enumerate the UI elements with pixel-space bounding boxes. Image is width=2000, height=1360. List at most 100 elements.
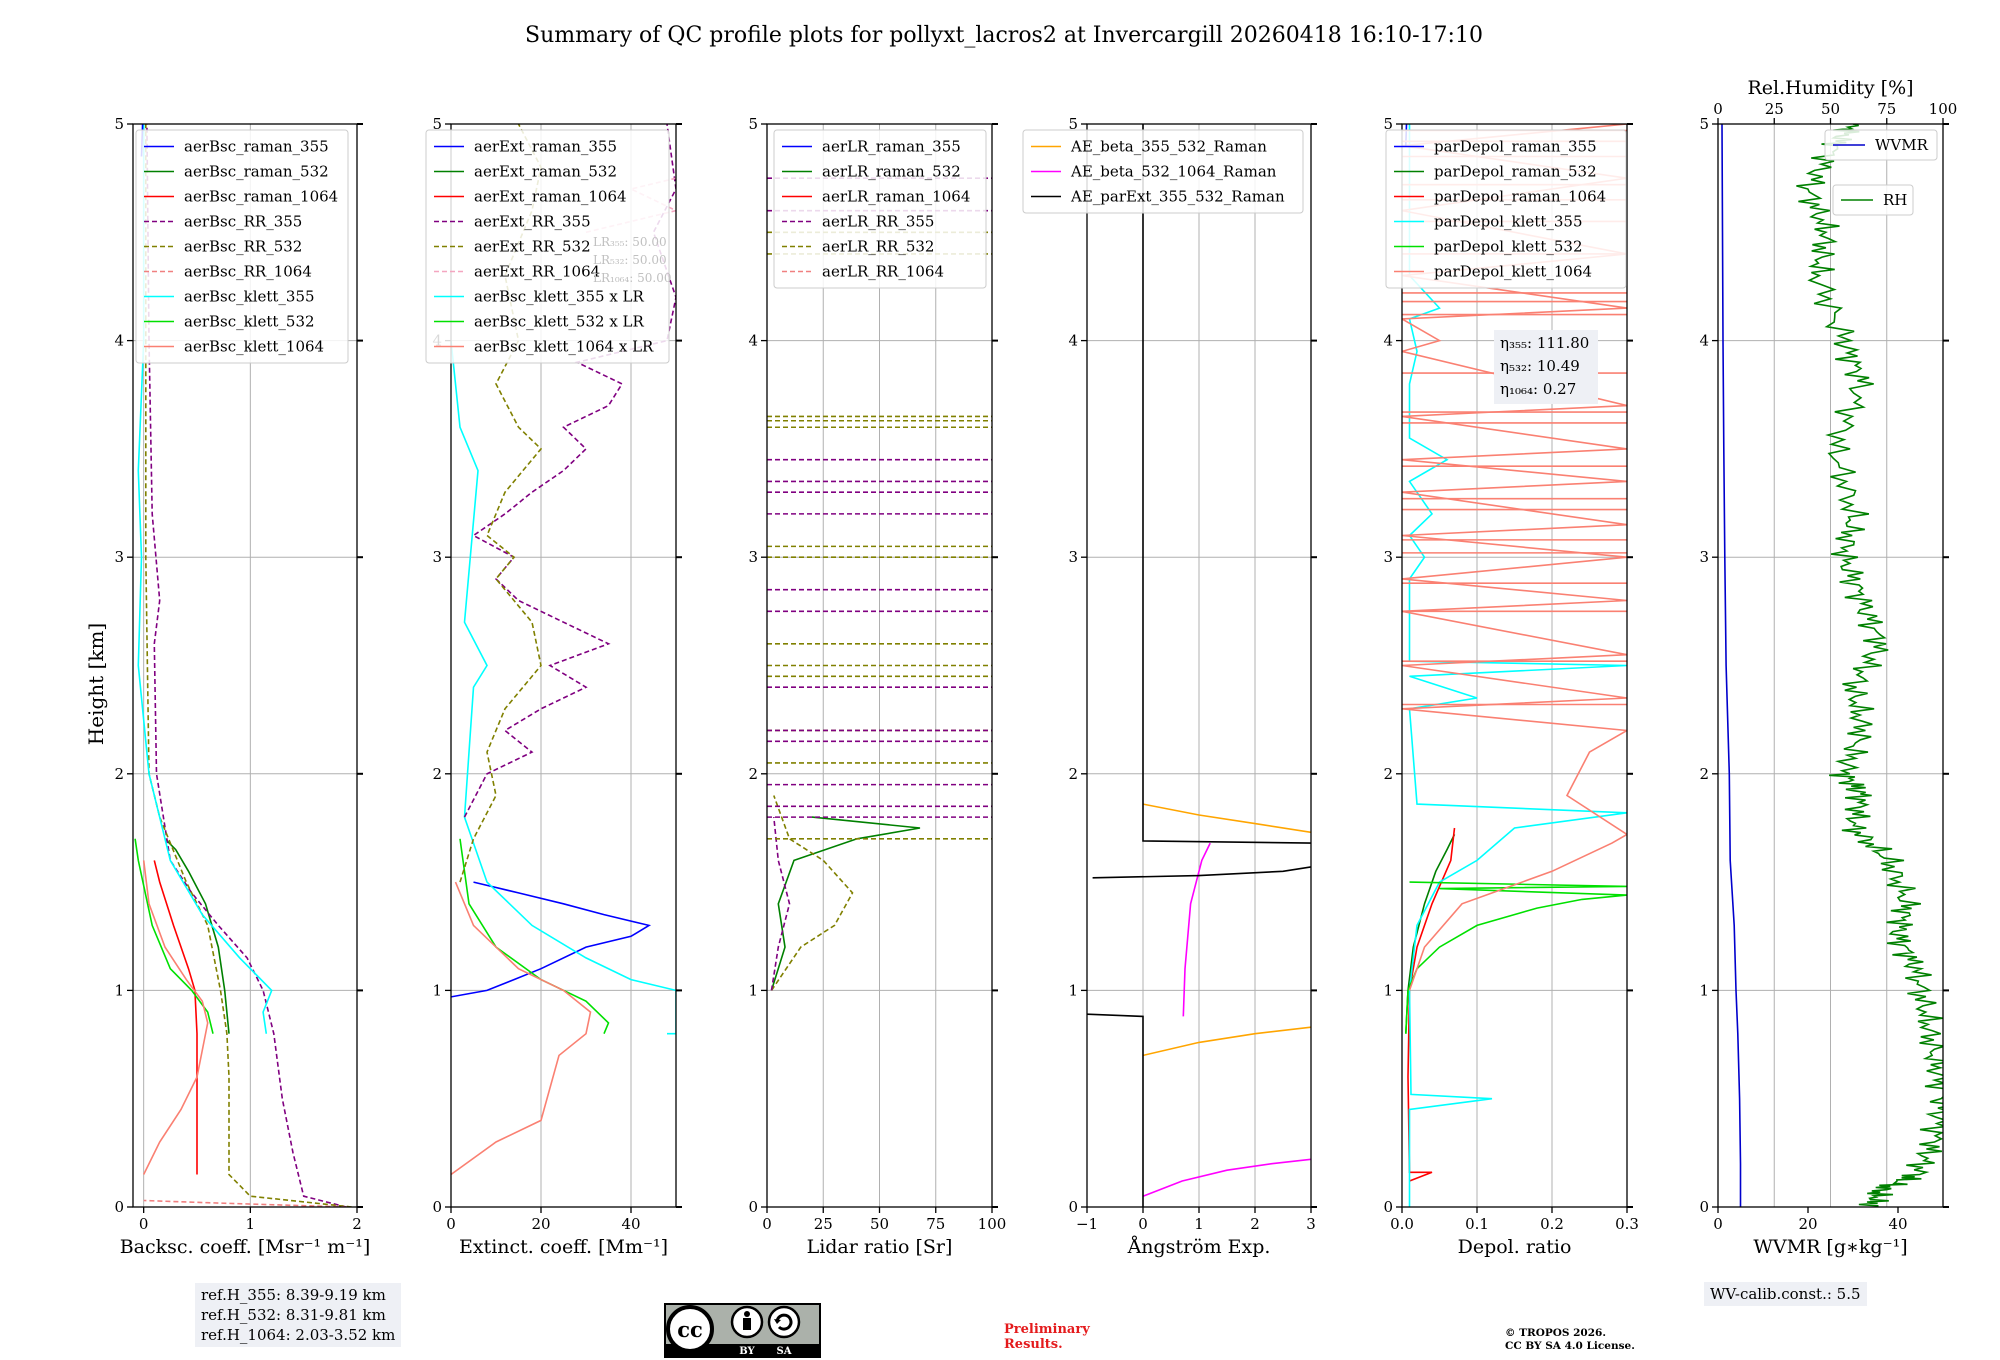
x-axis-label: Ångström Exp. xyxy=(1127,1236,1271,1258)
axes-frame xyxy=(1401,123,1628,1208)
y-tick-label: 2 xyxy=(1068,765,1078,783)
legend-box xyxy=(1385,129,1627,289)
x-tick-label: 0.2 xyxy=(1540,1215,1564,1233)
x-tick-label: 40 xyxy=(1888,1215,1907,1233)
legend-label: aerLR_raman_532 xyxy=(822,163,961,181)
legend-label: parDepol_raman_532 xyxy=(1434,163,1597,181)
legend-label: parDepol_raman_1064 xyxy=(1434,188,1606,206)
lr-value-label: LR₁₀₆₄: 50.00 xyxy=(593,271,671,285)
legend-label: aerBsc_raman_1064 xyxy=(184,188,338,206)
y-tick-label: 2 xyxy=(748,765,758,783)
y-tick-label: 3 xyxy=(1383,548,1393,566)
series-AE_parExt_355_532_Raman_b xyxy=(1092,866,1311,879)
y-tick-label: 2 xyxy=(1383,765,1393,783)
legend-label: aerExt_RR_355 xyxy=(474,213,591,231)
legend-label: AE_beta_532_1064_Raman xyxy=(1070,163,1277,181)
x-axis-label: Depol. ratio xyxy=(1458,1236,1572,1258)
top-x-tick-label: 75 xyxy=(1877,100,1896,118)
legend-label: aerBsc_klett_532 x LR xyxy=(474,313,645,331)
y-tick-label: 5 xyxy=(1699,115,1709,133)
y-tick-label: 3 xyxy=(1068,548,1078,566)
series-parDepol_klett_532 xyxy=(1405,881,1627,1034)
ref-height-1064: ref.H_1064: 2.03-3.52 km xyxy=(201,1326,396,1344)
x-axis-label: Backsc. coeff. [Msr⁻¹ m⁻¹] xyxy=(120,1236,371,1258)
legend-label: aerExt_raman_1064 xyxy=(474,188,627,206)
x-tick-label: 2 xyxy=(352,1215,362,1233)
series-aerBsc_klett_1064 xyxy=(142,860,209,1175)
y-tick-label: 1 xyxy=(1383,981,1393,999)
legend-box xyxy=(1022,129,1304,214)
top-x-tick-label: 100 xyxy=(1929,100,1958,118)
panel-ext-data xyxy=(451,124,676,1176)
legend-label: aerBsc_klett_355 xyxy=(184,288,315,306)
legend-label: AE_parExt_355_532_Raman xyxy=(1070,188,1285,206)
series-AE_beta_355_532_Raman_upper xyxy=(1142,803,1311,834)
series-aerExt_RR_355 xyxy=(463,124,676,818)
legend-label: parDepol_klett_532 xyxy=(1434,238,1583,256)
y-axis-label: Height [km] xyxy=(84,623,108,745)
x-tick-label: 3 xyxy=(1306,1215,1316,1233)
panel-wv-data xyxy=(1721,124,1943,1207)
preliminary-line-1: Preliminary xyxy=(1004,1322,1090,1337)
by-text: BY xyxy=(739,1346,755,1357)
series-parDepol_raman_532 xyxy=(1405,834,1456,1034)
legend-label: parDepol_raman_355 xyxy=(1434,138,1597,156)
copyright-note: © TROPOS 2026. CC BY SA 4.0 License. xyxy=(1505,1327,1635,1353)
x-tick-label: 0.1 xyxy=(1465,1215,1489,1233)
legend-label: aerBsc_RR_355 xyxy=(184,213,302,231)
x-tick-label: 75 xyxy=(926,1215,945,1233)
series-aerExt_RR_532 xyxy=(459,124,543,883)
y-tick-label: 3 xyxy=(114,548,124,566)
series-aerLR_RR_355 xyxy=(770,817,791,991)
x-tick-label: 20 xyxy=(531,1215,550,1233)
legend-box xyxy=(135,129,349,364)
x-tick-label: 0 xyxy=(446,1215,456,1233)
y-tick-label: 5 xyxy=(114,115,124,133)
copyright-line-2: CC BY SA 4.0 License. xyxy=(1505,1340,1635,1352)
y-tick-label: 0 xyxy=(432,1198,442,1216)
legend-label: AE_beta_355_532_Raman xyxy=(1070,138,1267,156)
legend-label: aerBsc_klett_355 x LR xyxy=(474,288,645,306)
y-tick-label: 4 xyxy=(1383,332,1393,350)
y-tick-label: 2 xyxy=(432,765,442,783)
y-tick-label: 5 xyxy=(1383,115,1393,133)
y-tick-label: 3 xyxy=(1699,548,1709,566)
legend-box xyxy=(1824,129,1938,161)
panel-ae-data xyxy=(1087,124,1311,1207)
legend-label: aerExt_raman_355 xyxy=(474,138,617,156)
cc-text: cc xyxy=(677,1317,703,1342)
x-tick-label: 40 xyxy=(621,1215,640,1233)
y-tick-label: 5 xyxy=(748,115,758,133)
x-tick-label: 0 xyxy=(139,1215,149,1233)
eta-box xyxy=(1494,330,1598,404)
legend-label: aerLR_raman_1064 xyxy=(822,188,970,206)
lr-value-label: LR₅₃₂: 50.00 xyxy=(593,253,667,267)
reference-heights-box: ref.H_355: 8.39-9.19 km ref.H_532: 8.31-… xyxy=(195,1283,402,1347)
legend-label: aerBsc_raman_355 xyxy=(184,138,329,156)
y-tick-label: 1 xyxy=(432,981,442,999)
series-parDepol_raman_1064 xyxy=(1407,827,1456,1182)
y-tick-label: 5 xyxy=(1068,115,1078,133)
series-aerBsc_RR_355 xyxy=(146,124,347,1207)
y-tick-label: 1 xyxy=(1068,981,1078,999)
y-tick-label: 0 xyxy=(1699,1198,1709,1216)
legend-label: parDepol_klett_355 xyxy=(1434,213,1583,231)
series-AE_beta_532_1064_Raman xyxy=(1142,1158,1311,1197)
y-tick-label: 2 xyxy=(114,765,124,783)
legend-label: aerLR_RR_1064 xyxy=(822,263,944,281)
legend-label: aerLR_RR_355 xyxy=(822,213,934,231)
axes-frame xyxy=(132,123,358,1208)
ref-height-532: ref.H_532: 8.31-9.81 km xyxy=(201,1306,386,1324)
x-tick-label: 1 xyxy=(246,1215,256,1233)
y-tick-label: 1 xyxy=(1699,981,1709,999)
y-tick-label: 0 xyxy=(1068,1198,1078,1216)
share-alike-icon xyxy=(767,1305,801,1339)
legend-label: parDepol_klett_1064 xyxy=(1434,263,1592,281)
eta-label: η₃₅₅: 111.80 xyxy=(1500,334,1589,352)
series-AE_beta_355_532_Raman xyxy=(1142,1026,1311,1057)
legend-label: aerBsc_klett_1064 x LR xyxy=(474,338,654,356)
series-WVMR xyxy=(1721,124,1742,1207)
panel-bsc: 0 1 2 3 4 5 0 1 2 Backsc. coeff. [Msr⁻¹ m⁻¹] aerBs… xyxy=(114,115,370,1258)
legend-label: aerBsc_raman_532 xyxy=(184,163,329,181)
panel-ext: 01234502040Extinct. coeff. [Mm⁻¹]aerExt_… xyxy=(425,115,682,1258)
